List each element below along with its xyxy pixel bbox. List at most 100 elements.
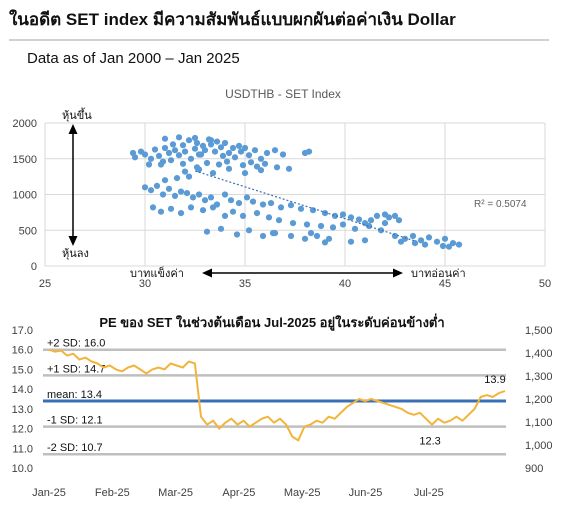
scatter-x-tick: 35 — [239, 278, 251, 290]
r-squared-label: R² = 0.5074 — [474, 199, 527, 210]
scatter-point — [167, 205, 175, 212]
scatter-point — [257, 167, 265, 174]
scatter-point — [185, 173, 193, 180]
scatter-point — [445, 243, 453, 250]
scatter-point — [231, 154, 239, 161]
scatter-point — [211, 148, 219, 155]
scatter-point — [233, 231, 241, 238]
scatter-point — [213, 138, 221, 145]
scatter-point — [145, 161, 153, 168]
scatter-x-tick: 45 — [439, 278, 451, 290]
scatter-point — [251, 147, 259, 154]
scatter-point — [161, 135, 169, 142]
baht-weak-label: บาทอ่อนค่า — [411, 268, 466, 280]
baht-strong-label: บาทแข็งค่า — [130, 266, 184, 280]
scatter-point — [223, 158, 231, 165]
scatter-point — [249, 198, 257, 205]
data-as-of-subtitle: Data as of Jan 2000 – Jan 2025 — [27, 50, 240, 67]
scatter-point — [147, 187, 155, 194]
scatter-point — [167, 157, 175, 164]
scatter-point — [201, 147, 209, 154]
scatter-point — [439, 242, 447, 250]
scatter-point — [367, 217, 375, 224]
scatter-point — [277, 204, 285, 211]
scatter-point — [187, 155, 195, 162]
pe-reference-label: mean: 13.4 — [47, 389, 102, 401]
scatter-point — [287, 202, 295, 209]
scatter-x-tick-labels: 25 30 35 40 45 50 — [39, 278, 551, 290]
scatter-point — [219, 152, 227, 159]
scatter-y-tick-labels: 0 500 1000 1500 2000 — [13, 118, 37, 273]
pe-series-line — [48, 348, 506, 442]
scatter-point — [179, 160, 187, 167]
scatter-point — [355, 216, 363, 223]
pe-right-tick: 1,300 — [525, 371, 553, 383]
scatter-point — [175, 134, 183, 141]
scatter-point — [239, 162, 247, 169]
pe-right-tick: 1,400 — [525, 348, 553, 360]
pe-right-tick: 1,500 — [525, 325, 553, 337]
scatter-point — [229, 144, 237, 152]
scatter-point — [247, 159, 255, 166]
scatter-point — [221, 191, 229, 198]
scatter-x-tick: 30 — [139, 278, 151, 290]
scatter-y-tick: 1000 — [13, 190, 37, 202]
scatter-point — [195, 191, 203, 198]
scatter-point — [207, 194, 215, 201]
scatter-y-tick: 500 — [19, 225, 37, 237]
scatter-point — [329, 224, 337, 231]
pe-low-value-label: 12.3 — [419, 436, 440, 448]
pe-x-tick: Mar-25 — [158, 487, 193, 499]
scatter-point — [153, 182, 161, 189]
scatter-point — [141, 184, 149, 191]
scatter-point — [257, 155, 265, 162]
scatter-point — [303, 221, 311, 228]
scatter-point — [325, 235, 333, 242]
pe-right-tick: 1,200 — [525, 394, 553, 406]
scatter-point — [217, 225, 225, 232]
scatter-point — [285, 165, 293, 172]
scatter-point — [161, 177, 169, 184]
scatter-point — [385, 214, 393, 221]
scatter-point — [261, 160, 269, 167]
scatter-point — [177, 210, 185, 217]
scatter-point — [351, 225, 359, 232]
pe-left-axis-labels: 10.0 11.0 12.0 13.0 14.0 15.0 16.0 17.0 — [12, 325, 33, 475]
pe-left-tick: 17.0 — [12, 325, 33, 337]
scatter-point — [203, 159, 211, 167]
pe-x-tick: May-25 — [284, 487, 321, 499]
pe-chart-title: PE ของ SET ในช่วงต้นเดือน Jul-2025 อยู่ใ… — [99, 313, 444, 331]
scatter-point — [421, 241, 429, 248]
scatter-point — [391, 212, 399, 219]
scatter-point — [207, 137, 215, 144]
scatter-point — [235, 200, 243, 207]
scatter-point — [417, 237, 425, 244]
pe-x-tick: Apr-25 — [222, 487, 255, 499]
scatter-point — [377, 227, 385, 234]
scatter-point — [159, 191, 167, 198]
scatter-point — [225, 165, 233, 172]
scatter-x-tick: 40 — [339, 278, 351, 290]
scatter-point — [253, 210, 261, 217]
scatter-point — [229, 208, 237, 215]
scatter-point — [209, 204, 217, 211]
scatter-points — [129, 134, 463, 250]
pe-x-tick-labels: Jan-25 Feb-25 Mar-25 Apr-25 May-25 Jun-25 Jul-… — [32, 487, 444, 499]
scatter-point — [239, 212, 247, 219]
scatter-point — [171, 147, 179, 154]
scatter-point — [187, 204, 195, 211]
scatter-point — [313, 232, 321, 240]
scatter-y-tick: 1500 — [13, 154, 37, 166]
scatter-point — [177, 188, 185, 195]
scatter-point — [161, 144, 169, 152]
pe-right-tick: 1,100 — [525, 417, 553, 429]
trendline — [194, 170, 416, 242]
scatter-point — [221, 212, 229, 219]
pe-reference-label: +1 SD: 14.7 — [47, 363, 105, 375]
pe-right-axis-labels: 900 1,000 1,100 1,200 1,300 1,400 1,500 — [525, 325, 553, 475]
scatter-point — [397, 238, 405, 245]
scatter-point — [157, 208, 165, 215]
scatter-point — [147, 155, 155, 162]
scatter-point — [455, 241, 463, 248]
